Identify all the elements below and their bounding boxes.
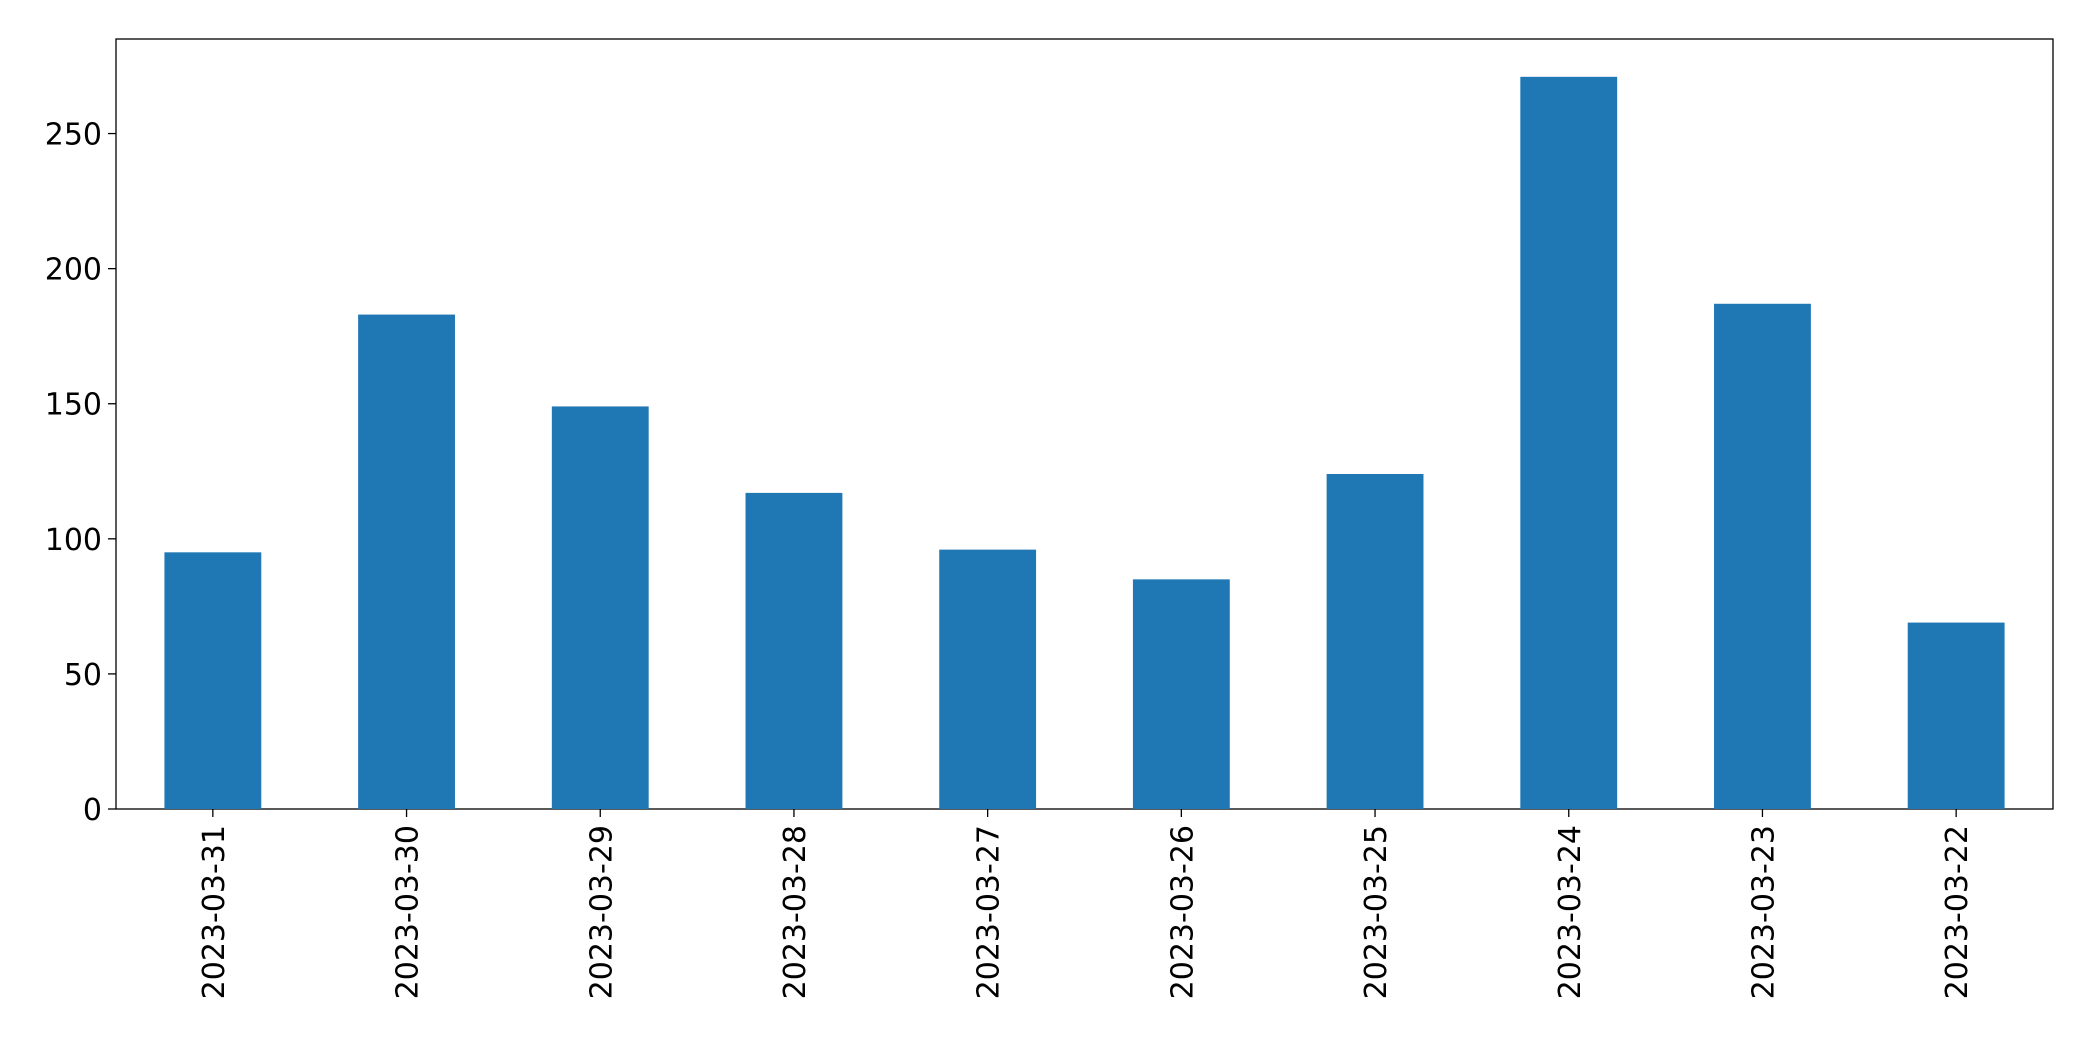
bar [1326,473,1424,809]
plot-frame [115,38,2054,810]
bar [1714,303,1811,809]
y-tick-label: 100 [45,523,102,558]
y-tick-label: 250 [45,118,102,153]
x-tick-label: 2023-03-25 [1359,825,1394,999]
bar [745,492,843,809]
y-tick-label: 0 [83,793,102,828]
bar [939,549,1037,809]
x-tick-label: 2023-03-24 [1553,825,1588,999]
y-tick-label: 50 [64,658,102,693]
bar [1520,76,1618,809]
bar [358,314,455,809]
y-tick-label: 150 [45,388,102,423]
x-tick-label: 2023-03-29 [584,825,619,999]
x-tick-label: 2023-03-23 [1746,825,1781,999]
bar [164,552,262,809]
x-tick-label: 2023-03-30 [391,825,426,999]
bar [1907,622,2005,809]
bar [1132,579,1230,809]
x-tick-label: 2023-03-31 [197,825,232,999]
x-tick-label: 2023-03-26 [1165,825,1200,999]
x-tick-label: 2023-03-27 [972,825,1007,999]
bar [551,406,649,809]
x-tick-label: 2023-03-28 [778,825,813,999]
x-tick-label: 2023-03-22 [1940,825,1975,999]
y-tick-label: 200 [45,253,102,288]
